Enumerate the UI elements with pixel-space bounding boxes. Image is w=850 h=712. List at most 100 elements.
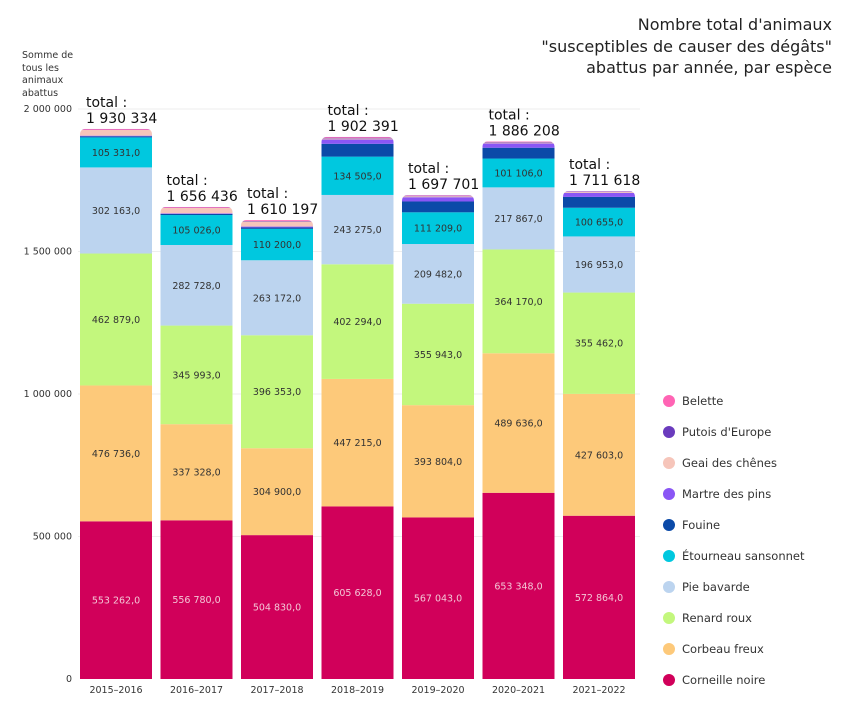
data-label: 345 993,0 <box>172 370 220 381</box>
total-label: total : <box>86 95 127 111</box>
data-label: 364 170,0 <box>494 297 542 308</box>
bar-segment-corneille-noire <box>321 506 394 679</box>
bar-segment-geai-des-ch-nes <box>160 207 233 214</box>
bar-segment-pie-bavarde <box>402 244 474 304</box>
y-tick-label: 1 500 000 <box>24 247 72 258</box>
legend-dot-icon <box>663 518 675 531</box>
data-label: 572 864,0 <box>575 593 623 604</box>
bar-segment--tourneau-sansonnet <box>482 158 555 188</box>
y-tick-label: 500 000 <box>33 532 72 543</box>
x-tick-label: 2015–2016 <box>89 685 142 696</box>
legend-label: Renard roux <box>682 610 752 625</box>
x-tick-label: 2017–2018 <box>250 685 303 696</box>
data-label: 393 804,0 <box>414 457 462 468</box>
data-label: 105 331,0 <box>92 148 140 159</box>
bar-segment--tourneau-sansonnet <box>563 207 635 237</box>
data-label: 302 163,0 <box>92 206 140 217</box>
bar-segment-fouine <box>241 227 313 229</box>
total-label: total : <box>247 186 288 202</box>
chart-title-line: "susceptibles de causer des dégâts" <box>541 36 832 56</box>
legend-item: Pie bavarde <box>663 571 805 602</box>
legend-item: Martre des pins <box>663 478 805 509</box>
legend-label: Putois d'Europe <box>682 424 772 439</box>
bar-stack <box>563 191 635 679</box>
legend-dot-icon <box>663 487 675 500</box>
bar-segment-corbeau-freux <box>160 424 233 521</box>
data-label: 111 209,0 <box>414 224 462 235</box>
bar-segment-geai-des-ch-nes <box>321 138 394 140</box>
x-tick-label: 2020–2021 <box>492 685 545 696</box>
bar-segment-pie-bavarde <box>160 244 233 326</box>
legend-item: Putois d'Europe <box>663 416 805 447</box>
legend-label: Martre des pins <box>682 486 772 501</box>
legend-item: Renard roux <box>663 602 805 633</box>
legend-label: Belette <box>682 393 724 408</box>
legend-dot-icon <box>663 642 675 655</box>
bar-segment-corneille-noire <box>241 535 313 679</box>
bar-segment-corbeau-freux <box>482 353 555 493</box>
legend-item: Étourneau sansonnet <box>663 540 805 571</box>
bar-segment-corbeau-freux <box>241 448 313 536</box>
bar-segment-belette <box>160 206 233 208</box>
bar-segment-martre-des-pins <box>321 139 394 144</box>
bar-segment-pie-bavarde <box>321 194 394 265</box>
legend-dot-icon <box>663 456 675 469</box>
bar-segment-fouine <box>80 136 152 138</box>
x-tick-label: 2016–2017 <box>170 685 223 696</box>
data-label: 489 636,0 <box>494 419 542 430</box>
bar-segment-fouine <box>563 196 635 208</box>
bar-segment-renard-roux <box>241 335 313 449</box>
data-label: 263 172,0 <box>253 293 301 304</box>
total-label: total : <box>408 161 449 177</box>
bar-segment-renard-roux <box>402 303 474 406</box>
bar-stack <box>482 141 555 679</box>
bar-segment-martre-des-pins <box>402 197 474 202</box>
chart-title: Nombre total d'animaux "susceptibles de … <box>541 14 832 79</box>
data-label: 134 505,0 <box>333 171 381 182</box>
data-label: 427 603,0 <box>575 450 623 461</box>
bar-segment-corneille-noire <box>402 517 474 679</box>
bar-segment-geai-des-ch-nes <box>80 129 152 136</box>
total-value: 1 610 197 <box>247 202 318 218</box>
bar-segment-corneille-noire <box>160 520 233 679</box>
legend-label: Corbeau freux <box>682 641 764 656</box>
legend-item: Corneille noire <box>663 664 805 695</box>
data-label: 567 043,0 <box>414 594 462 605</box>
total-value: 1 656 436 <box>167 189 238 205</box>
x-tick-label: 2018–2019 <box>331 685 384 696</box>
bar-segment-putois-d-europe <box>321 137 394 139</box>
legend-item: Belette <box>663 385 805 416</box>
x-tick-label: 2019–2020 <box>411 685 464 696</box>
bar-segment-martre-des-pins <box>160 213 233 214</box>
bar-segment-martre-des-pins <box>563 192 635 197</box>
data-label: 476 736,0 <box>92 449 140 460</box>
bar-segment-corbeau-freux <box>80 385 152 522</box>
bar-segment-renard-roux <box>563 292 635 394</box>
bar-segment-renard-roux <box>482 249 555 354</box>
y-tick-label: 0 <box>66 674 72 685</box>
legend-label: Fouine <box>682 517 721 532</box>
legend-dot-icon <box>663 580 675 593</box>
data-label: 504 830,0 <box>253 603 301 614</box>
legend-dot-icon <box>663 425 675 438</box>
data-label: 355 462,0 <box>575 339 623 350</box>
data-label: 553 262,0 <box>92 596 140 607</box>
data-label: 462 879,0 <box>92 315 140 326</box>
bar-segment-fouine <box>402 201 474 213</box>
data-label: 402 294,0 <box>333 317 381 328</box>
data-label: 100 655,0 <box>575 218 623 229</box>
bar-segment-corneille-noire <box>563 515 635 679</box>
data-label: 605 628,0 <box>333 588 381 599</box>
legend-dot-icon <box>663 611 675 624</box>
bar-segment-pie-bavarde <box>80 167 152 254</box>
bar-segment-pie-bavarde <box>563 236 635 293</box>
bar-segment-corbeau-freux <box>402 405 474 518</box>
data-label: 243 275,0 <box>333 225 381 236</box>
bar-segment-martre-des-pins <box>241 226 313 228</box>
data-label: 105 026,0 <box>172 226 220 237</box>
legend-label: Corneille noire <box>682 672 766 687</box>
data-label: 396 353,0 <box>253 387 301 398</box>
bar-segment-fouine <box>321 143 394 157</box>
bar-segment-martre-des-pins <box>80 135 152 137</box>
legend-item: Corbeau freux <box>663 633 805 664</box>
